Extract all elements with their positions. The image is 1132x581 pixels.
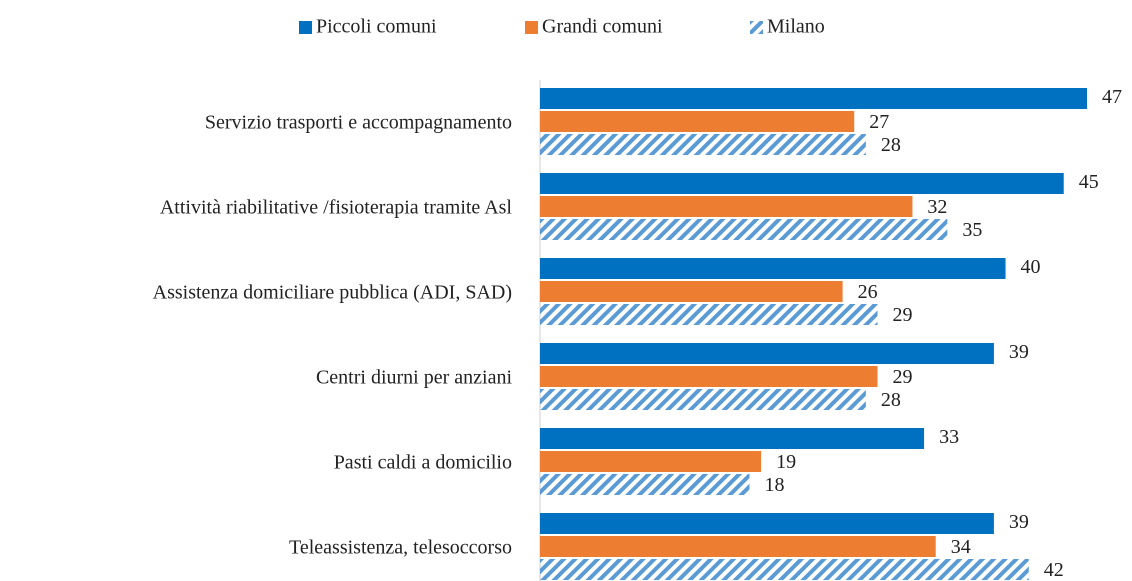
bar — [540, 111, 855, 132]
category-label: Assistenza domiciliare pubblica (ADI, SA… — [153, 282, 512, 304]
bar — [540, 451, 762, 472]
value-label: 39 — [1009, 511, 1029, 533]
bar — [540, 389, 866, 410]
bar — [540, 258, 1006, 279]
legend-swatch — [525, 21, 538, 34]
category-label: Pasti caldi a domicilio — [334, 452, 512, 474]
bar — [540, 559, 1029, 580]
category-label: Teleassistenza, telesoccorso — [289, 537, 512, 559]
value-label: 40 — [1021, 256, 1041, 278]
bar — [540, 88, 1087, 109]
bar — [540, 304, 878, 325]
bar — [540, 219, 948, 240]
legend-label: Grandi comuni — [542, 16, 663, 38]
value-label: 18 — [764, 474, 784, 496]
value-label: 35 — [962, 219, 982, 241]
bar — [540, 428, 925, 449]
bar — [540, 474, 750, 495]
value-label: 47 — [1102, 86, 1122, 108]
bar — [540, 281, 843, 302]
legend-label: Milano — [767, 16, 825, 38]
value-label: 32 — [927, 196, 947, 218]
bar — [540, 134, 866, 155]
value-label: 29 — [893, 366, 913, 388]
category-label: Servizio trasporti e accompagnamento — [205, 112, 512, 134]
value-label: 45 — [1079, 171, 1099, 193]
value-label: 39 — [1009, 341, 1029, 363]
legend-label: Piccoli comuni — [316, 16, 437, 38]
legend-swatch — [750, 21, 763, 34]
value-label: 28 — [881, 134, 901, 156]
bar — [540, 173, 1064, 194]
bar — [540, 366, 878, 387]
value-label: 29 — [893, 304, 913, 326]
value-label: 34 — [951, 536, 971, 558]
legend-swatch — [299, 21, 312, 34]
category-label: Attività riabilitative /fisioterapia tra… — [160, 197, 513, 219]
value-label: 33 — [939, 426, 959, 448]
category-label: Centri diurni per anziani — [316, 367, 512, 389]
value-label: 19 — [776, 451, 796, 473]
value-label: 42 — [1044, 559, 1064, 581]
value-label: 26 — [858, 281, 878, 303]
value-label: 27 — [869, 111, 889, 133]
value-label: 28 — [881, 389, 901, 411]
bar — [540, 513, 994, 534]
bar — [540, 536, 936, 557]
bar — [540, 343, 994, 364]
bar — [540, 196, 913, 217]
